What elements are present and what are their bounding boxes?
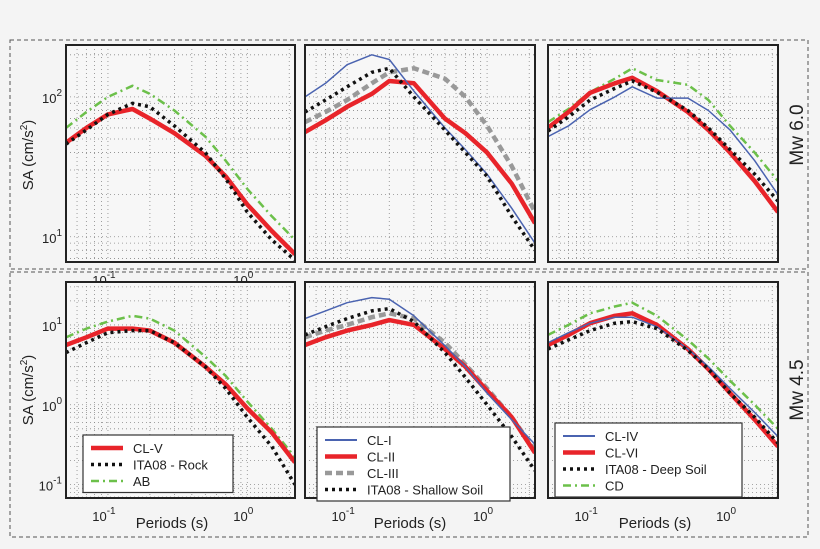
x-tick-label: 10-1 bbox=[92, 506, 116, 524]
series-line-ab bbox=[66, 314, 295, 459]
legend-label: ITA08 - Rock bbox=[133, 458, 208, 473]
panel-frame bbox=[547, 44, 779, 263]
legend-label: CL-III bbox=[367, 466, 399, 481]
panels: 10-1 100 102 101 10-1 100 101 100 10-1 CL-V ITA08 … bbox=[39, 44, 779, 524]
series-line-cl-iv bbox=[548, 86, 778, 196]
y-tick-label: 101 bbox=[42, 228, 62, 246]
legend-label: CL-VI bbox=[605, 446, 638, 461]
series-line-ita08-rock bbox=[66, 101, 295, 262]
series-line-ita08-shallow-soil bbox=[305, 66, 535, 252]
ylabel-bottom: SA (cm/s2) bbox=[19, 355, 37, 426]
y-tick-label: 100 bbox=[42, 396, 62, 414]
y-tick-label: 10-1 bbox=[39, 476, 63, 494]
series-line-cl-i bbox=[305, 296, 535, 445]
panel-frame bbox=[65, 281, 296, 499]
legend-label: ITA08 - Deep Soil bbox=[605, 462, 707, 477]
series-line-ita08-deep-soil bbox=[548, 319, 778, 445]
x-tick-label: 10-1 bbox=[574, 506, 598, 524]
plot-area bbox=[66, 45, 295, 262]
series-line-cl-i bbox=[305, 54, 535, 244]
legend-label: CL-II bbox=[367, 450, 395, 465]
row-frame-mw60 bbox=[9, 39, 809, 270]
series-line-ita08-deep-soil bbox=[548, 79, 778, 203]
panel-frame bbox=[304, 44, 536, 263]
x-tick-label: 100 bbox=[716, 506, 736, 524]
series-line-ab bbox=[66, 84, 295, 241]
series-line-cl-v bbox=[66, 326, 295, 464]
series-line-ita08-shallow-soil bbox=[305, 306, 535, 472]
panel-frame bbox=[65, 44, 296, 263]
xlabel-middle: Periods (s) bbox=[374, 515, 447, 532]
panel-frame bbox=[547, 281, 779, 499]
series-line-cl-ii bbox=[305, 317, 535, 455]
ylabel-top: SA (cm/s2) bbox=[19, 120, 37, 191]
plot-area bbox=[548, 45, 778, 262]
panel-3 bbox=[547, 44, 779, 263]
legend-label: CD bbox=[605, 479, 624, 494]
panel-2 bbox=[304, 44, 536, 263]
series-line-cl-ii bbox=[305, 78, 535, 225]
row-label-mw45: Mw 4.5 bbox=[787, 359, 808, 420]
y-tick-label: 101 bbox=[42, 316, 62, 334]
y-tick-label: 102 bbox=[42, 88, 62, 106]
series-line-cl-vi bbox=[548, 75, 778, 214]
row-label-mw60: Mw 6.0 bbox=[787, 104, 808, 165]
x-tick-label: 10-1 bbox=[331, 506, 355, 524]
legend-label: ITA08 - Shallow Soil bbox=[367, 483, 483, 498]
series-line-cl-iv bbox=[548, 316, 778, 438]
x-tick-label: 100 bbox=[473, 506, 493, 524]
series-line-ita08-rock bbox=[66, 328, 295, 486]
series-line-cl-iii bbox=[305, 66, 535, 214]
plot-area bbox=[305, 45, 535, 262]
legend-label: AB bbox=[133, 474, 150, 489]
xlabel-right: Periods (s) bbox=[619, 515, 692, 532]
legend-label: CL-I bbox=[367, 433, 392, 448]
x-tick-label: 100 bbox=[233, 506, 253, 524]
xlabel-left: Periods (s) bbox=[136, 515, 209, 532]
row-frame-mw45 bbox=[9, 271, 809, 538]
legend-label: CL-V bbox=[133, 441, 163, 456]
series-line-cd bbox=[548, 301, 778, 430]
legend-label: CL-IV bbox=[605, 429, 639, 444]
series-line-cl-iii bbox=[305, 311, 535, 452]
